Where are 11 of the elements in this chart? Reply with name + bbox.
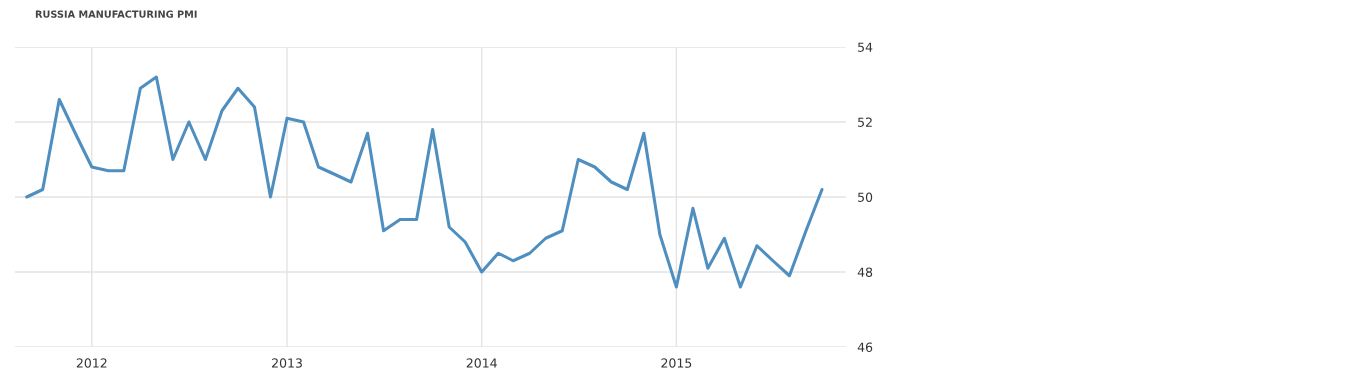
- x-tick-label: 2012: [76, 358, 107, 368]
- y-tick-label: 48: [857, 267, 873, 277]
- y-tick-label: 46: [857, 342, 873, 352]
- chart-title: RUSSIA MANUFACTURING PMI: [35, 10, 197, 18]
- line-series: [25, 75, 824, 289]
- y-tick-label: 52: [858, 117, 872, 127]
- x-tick-label: 2014: [466, 358, 497, 368]
- y-tick-label: 54: [858, 42, 873, 52]
- y-tick-label: 50: [858, 192, 873, 202]
- x-tick-label: 2015: [661, 358, 692, 368]
- x-tick-label: 2013: [272, 358, 302, 368]
